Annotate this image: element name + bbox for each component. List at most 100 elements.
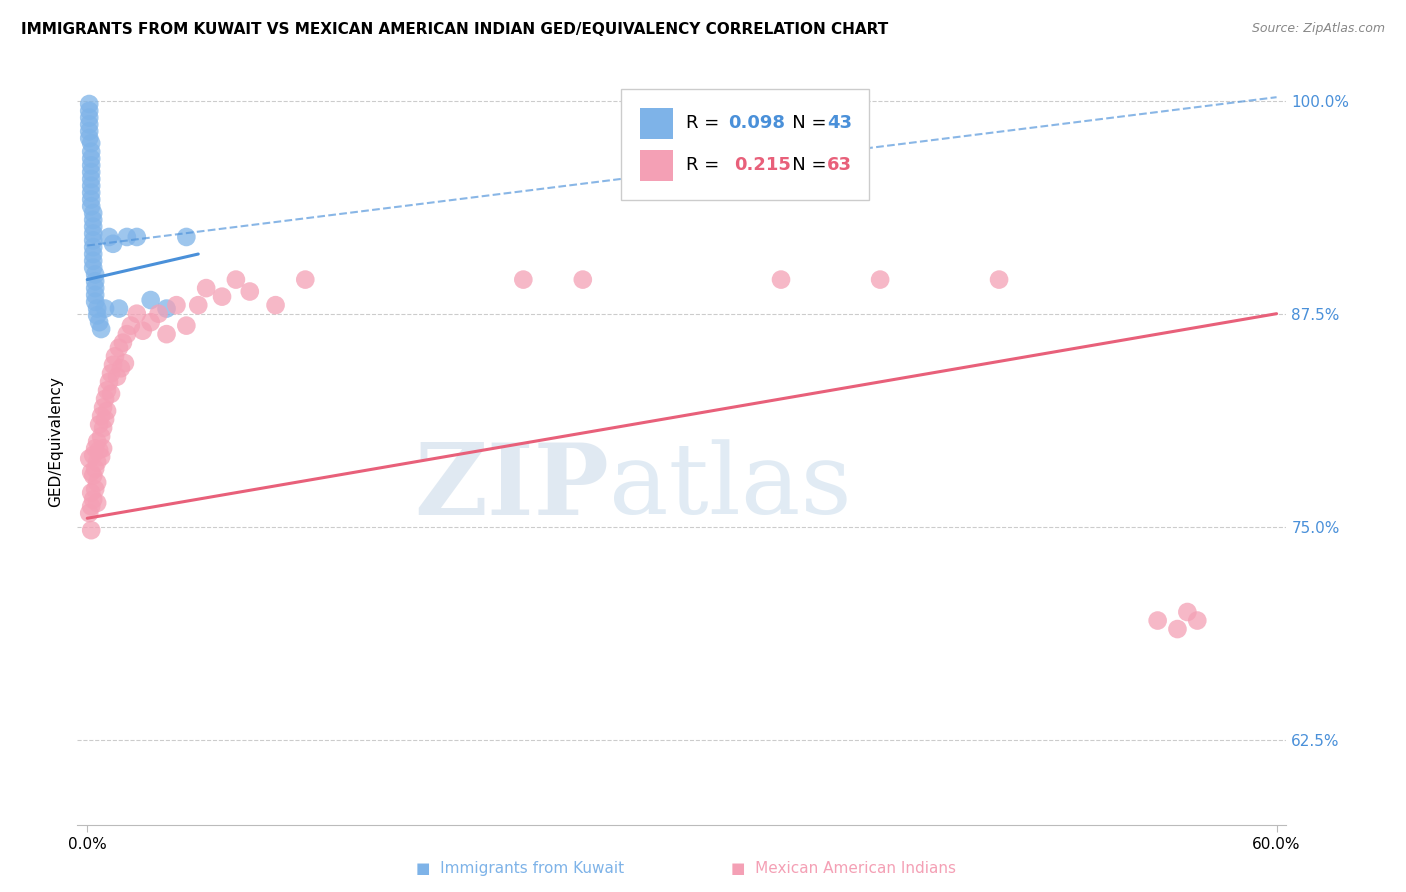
- Point: [80, 145, 103, 159]
- Point: [512, 272, 534, 286]
- Text: ■  Immigrants from Kuwait: ■ Immigrants from Kuwait: [416, 861, 624, 876]
- Point: [82, 448, 104, 462]
- Point: [100, 386, 122, 401]
- Point: [82, 227, 104, 241]
- Point: [96, 384, 118, 398]
- Point: [139, 315, 162, 329]
- Point: [82, 492, 104, 507]
- Point: [80, 523, 103, 537]
- Point: [84, 462, 107, 476]
- Point: [111, 335, 134, 350]
- Point: [84, 288, 107, 302]
- Point: [165, 298, 187, 312]
- Point: [84, 294, 107, 309]
- Point: [82, 206, 104, 220]
- Point: [82, 468, 104, 483]
- Text: atlas: atlas: [609, 440, 852, 535]
- Text: ZIP: ZIP: [415, 439, 609, 536]
- Point: [80, 199, 103, 213]
- Point: [125, 230, 148, 244]
- Point: [115, 327, 138, 342]
- Point: [94, 301, 117, 316]
- Point: [155, 301, 177, 316]
- Point: [77, 111, 100, 125]
- Point: [82, 260, 104, 275]
- Point: [82, 240, 104, 254]
- Point: [100, 367, 122, 381]
- Point: [82, 233, 104, 247]
- Point: [82, 253, 104, 268]
- Point: [77, 506, 100, 520]
- Point: [176, 318, 198, 333]
- Point: [84, 274, 107, 288]
- Point: [98, 375, 121, 389]
- Point: [176, 230, 198, 244]
- Point: [80, 485, 103, 500]
- Point: [89, 443, 111, 458]
- Point: [89, 315, 111, 329]
- Point: [187, 298, 209, 312]
- Point: [988, 272, 1011, 286]
- Point: [110, 361, 132, 376]
- Point: [77, 118, 100, 132]
- Point: [94, 392, 117, 406]
- Point: [114, 356, 136, 370]
- Point: [108, 341, 131, 355]
- Point: [769, 272, 792, 286]
- Point: [80, 152, 103, 166]
- Point: [572, 272, 595, 286]
- Point: [86, 496, 108, 510]
- Y-axis label: GED/Equivalency: GED/Equivalency: [48, 376, 63, 507]
- Point: [211, 290, 233, 304]
- Point: [120, 318, 142, 333]
- Text: 0.098: 0.098: [728, 114, 785, 132]
- Point: [1187, 614, 1209, 628]
- Point: [1146, 614, 1168, 628]
- Point: [80, 158, 103, 172]
- Point: [84, 442, 107, 456]
- Point: [115, 230, 138, 244]
- Point: [148, 307, 170, 321]
- Point: [294, 272, 316, 286]
- Point: [155, 327, 177, 342]
- Point: [105, 369, 128, 384]
- Text: ■  Mexican American Indians: ■ Mexican American Indians: [731, 861, 956, 876]
- Point: [89, 417, 111, 432]
- Point: [84, 268, 107, 282]
- Text: 43: 43: [827, 114, 852, 132]
- Point: [132, 324, 155, 338]
- Text: 0.215: 0.215: [734, 156, 790, 174]
- Point: [86, 301, 108, 316]
- Point: [77, 97, 100, 112]
- Point: [195, 281, 218, 295]
- Point: [77, 103, 100, 118]
- Point: [90, 450, 112, 464]
- FancyBboxPatch shape: [640, 150, 673, 181]
- Point: [98, 230, 121, 244]
- Point: [94, 412, 117, 426]
- Point: [1166, 622, 1188, 636]
- Point: [108, 301, 131, 316]
- Point: [91, 401, 114, 415]
- Point: [84, 483, 107, 497]
- Point: [90, 429, 112, 443]
- Point: [91, 421, 114, 435]
- Point: [77, 451, 100, 466]
- Point: [264, 298, 287, 312]
- Text: R =: R =: [686, 114, 724, 132]
- Point: [96, 404, 118, 418]
- Point: [90, 409, 112, 423]
- FancyBboxPatch shape: [640, 108, 673, 138]
- FancyBboxPatch shape: [621, 88, 869, 200]
- Point: [139, 293, 162, 307]
- Point: [82, 219, 104, 234]
- Point: [77, 131, 100, 145]
- Point: [82, 247, 104, 261]
- Text: Source: ZipAtlas.com: Source: ZipAtlas.com: [1251, 22, 1385, 36]
- Text: 63: 63: [827, 156, 852, 174]
- Point: [869, 272, 891, 286]
- Point: [80, 136, 103, 151]
- Point: [80, 178, 103, 193]
- Point: [101, 236, 124, 251]
- Point: [80, 172, 103, 186]
